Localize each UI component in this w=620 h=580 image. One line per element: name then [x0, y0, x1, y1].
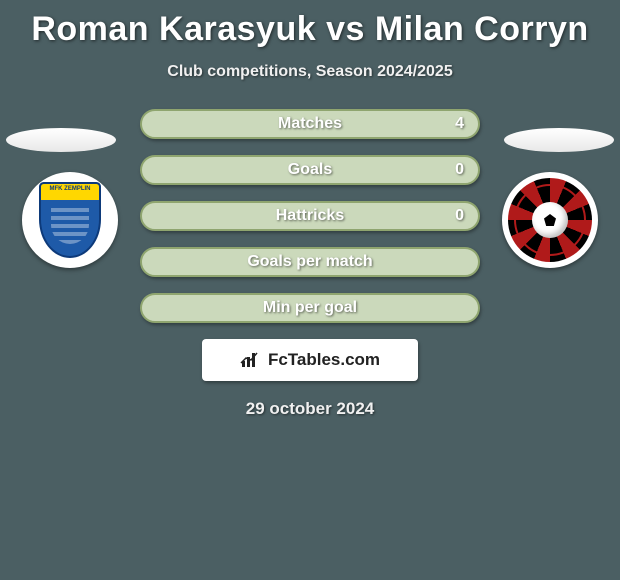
- stat-row-matches: Matches 4: [140, 109, 480, 139]
- right-club-crest: [508, 178, 592, 262]
- stat-row-hattricks: Hattricks 0: [140, 201, 480, 231]
- branding-label: FcTables.com: [268, 350, 380, 370]
- left-player-marker: [6, 128, 116, 152]
- left-club-crest-text: MFK ZEMPLIN: [41, 186, 99, 192]
- stat-right-value: 0: [455, 157, 464, 183]
- stat-row-goals-per-match: Goals per match: [140, 247, 480, 277]
- stats-container: Matches 4 Goals 0 Hattricks 0 Goals per …: [140, 109, 480, 323]
- right-club-crest-ball: [532, 202, 568, 238]
- stat-label: Hattricks: [142, 203, 478, 229]
- stat-label: Min per goal: [142, 295, 478, 321]
- stat-label: Goals: [142, 157, 478, 183]
- comparison-title: Roman Karasyuk vs Milan Corryn: [0, 0, 620, 49]
- right-club-badge: [502, 172, 598, 268]
- stat-row-goals: Goals 0: [140, 155, 480, 185]
- right-player-marker: [504, 128, 614, 152]
- chart-icon: [240, 351, 262, 369]
- branding-box: FcTables.com: [202, 339, 418, 381]
- season-subtitle: Club competitions, Season 2024/2025: [0, 63, 620, 81]
- stat-label: Matches: [142, 111, 478, 137]
- stat-right-value: 4: [455, 111, 464, 137]
- stat-right-value: 0: [455, 203, 464, 229]
- stat-row-min-per-goal: Min per goal: [140, 293, 480, 323]
- left-club-badge: MFK ZEMPLIN: [22, 172, 118, 268]
- stat-label: Goals per match: [142, 249, 478, 275]
- left-club-crest: MFK ZEMPLIN: [39, 182, 101, 258]
- date-label: 29 october 2024: [0, 399, 620, 419]
